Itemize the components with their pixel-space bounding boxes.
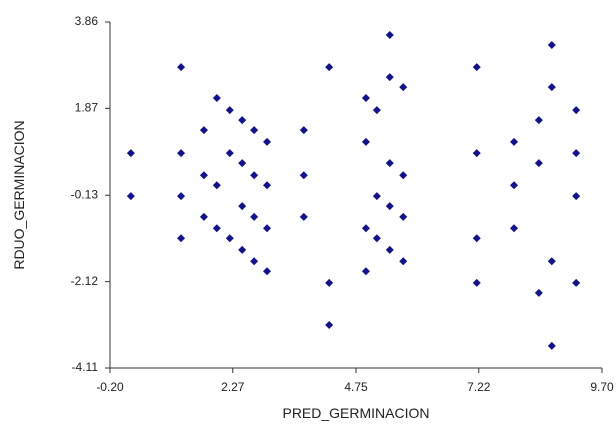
point [547,257,556,266]
point [534,288,543,297]
point [250,126,259,135]
point [199,171,208,180]
y-tick-label: 3.86 [75,14,99,28]
point [199,126,208,135]
point [177,149,186,158]
point [325,321,334,330]
point [299,171,308,180]
point [238,116,247,125]
point [225,106,234,115]
point [547,341,556,350]
point [510,224,519,233]
point [177,63,186,72]
y-tick-label: -0.13 [71,187,99,201]
point [238,202,247,211]
point [572,149,581,158]
y-axis-title: RDUO_GERMINACION [11,120,27,269]
point [263,224,272,233]
point [250,212,259,221]
point [212,93,221,102]
point [212,181,221,190]
point [385,73,394,82]
x-axis-title: PRED_GERMINACION [282,405,429,421]
x-tick-label: 4.75 [344,380,368,394]
point [472,278,481,287]
point [325,278,334,287]
point [263,181,272,190]
y-tick-label: 1.87 [75,101,99,115]
point [510,181,519,190]
point [385,245,394,254]
point [399,212,408,221]
point [225,234,234,243]
point [361,137,370,146]
x-tick-label: -0.20 [96,380,124,394]
point [472,149,481,158]
point [510,137,519,146]
x-tick-label: 9.70 [590,380,614,394]
point [399,83,408,92]
point [534,159,543,168]
point [572,106,581,115]
point [299,126,308,135]
point [263,267,272,276]
point [361,93,370,102]
point [399,171,408,180]
point [325,63,334,72]
point [385,31,394,40]
point [250,171,259,180]
point [385,159,394,168]
point [372,106,381,115]
point [212,224,221,233]
x-tick-label: 7.22 [467,380,491,394]
y-tick-label: -4.11 [72,360,99,374]
y-tick-label: -2.12 [71,274,99,288]
point [385,202,394,211]
point [299,212,308,221]
point [361,267,370,276]
point [572,278,581,287]
point [238,159,247,168]
point [225,149,234,158]
point [534,116,543,125]
point [263,137,272,146]
point [372,192,381,201]
point [177,192,186,201]
x-tick-label: 2.27 [221,380,245,394]
point [372,234,381,243]
point [472,234,481,243]
point [547,83,556,92]
point [238,245,247,254]
point [177,234,186,243]
point [126,192,135,201]
point [250,257,259,266]
point [126,149,135,158]
point [399,257,408,266]
point [472,63,481,72]
point [361,224,370,233]
point [572,192,581,201]
point [199,212,208,221]
point [547,41,556,50]
